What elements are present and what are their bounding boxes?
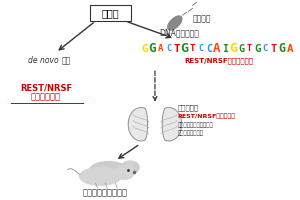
Text: G: G	[238, 44, 244, 54]
Text: DNA低メチル化: DNA低メチル化	[160, 28, 200, 37]
Text: I: I	[222, 44, 228, 54]
Text: T: T	[173, 44, 180, 54]
Text: C: C	[262, 44, 268, 53]
Ellipse shape	[168, 16, 182, 30]
Text: 父加齢: 父加齢	[102, 8, 119, 18]
Text: 胎生後期神経関連遠伝子: 胎生後期神経関連遠伝子	[178, 122, 214, 128]
Text: de novo: de novo	[28, 56, 58, 65]
Text: G: G	[229, 42, 237, 55]
Text: G: G	[141, 44, 147, 54]
Text: C: C	[206, 44, 212, 54]
Ellipse shape	[121, 161, 139, 174]
Text: T: T	[190, 44, 195, 53]
Text: G: G	[148, 42, 156, 55]
Text: G: G	[278, 42, 285, 55]
Text: A: A	[286, 44, 293, 54]
Text: A: A	[158, 44, 163, 53]
Text: 自閉症関連遠伝子: 自閉症関連遠伝子	[178, 130, 204, 136]
Text: A: A	[213, 42, 220, 55]
Text: REST/NRSF標的遠伝子: REST/NRSF標的遠伝子	[178, 114, 236, 119]
FancyBboxPatch shape	[90, 5, 131, 21]
Polygon shape	[128, 108, 148, 141]
Text: 変異: 変異	[61, 56, 70, 65]
Text: 「胎児脳」: 「胎児脳」	[178, 104, 199, 111]
Ellipse shape	[90, 162, 127, 179]
Text: 「精子」: 「精子」	[193, 15, 211, 24]
Ellipse shape	[126, 162, 134, 167]
Text: C: C	[166, 44, 171, 53]
Text: G: G	[254, 44, 260, 54]
Text: T: T	[271, 44, 277, 54]
Text: T: T	[247, 44, 252, 53]
Text: 発達障害様行動異常: 発達障害様行動異常	[83, 189, 128, 198]
Text: REST/NRSF: REST/NRSF	[20, 83, 72, 92]
Polygon shape	[162, 108, 182, 141]
Text: G: G	[181, 42, 188, 55]
Text: C: C	[198, 44, 203, 53]
Text: REST/NRSF結合モチーフ: REST/NRSF結合モチーフ	[185, 57, 254, 64]
Text: 共通分子基盤: 共通分子基盤	[31, 92, 61, 101]
Ellipse shape	[114, 166, 134, 179]
Ellipse shape	[80, 167, 121, 185]
